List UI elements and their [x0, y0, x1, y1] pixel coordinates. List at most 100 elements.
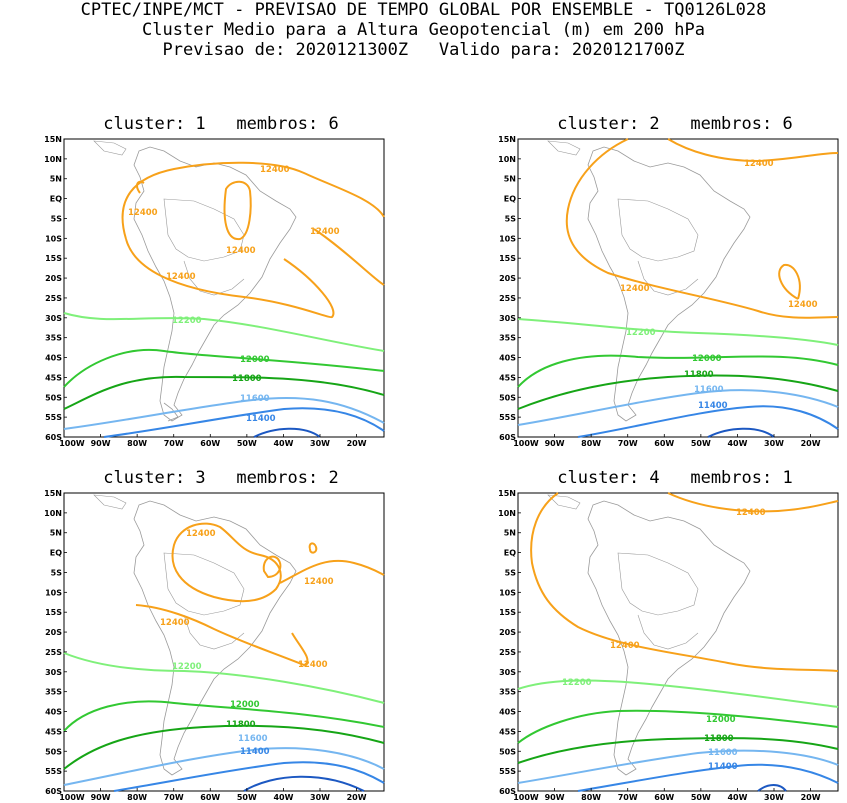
contour-label: 12200	[172, 662, 202, 672]
lat-tick-label: 35S	[499, 688, 516, 697]
contour-12400	[135, 604, 309, 667]
lat-tick-label: 45S	[499, 373, 516, 382]
contour-11600	[517, 389, 839, 426]
contour-11600	[517, 749, 839, 784]
lon-tick-label: 90W	[91, 793, 111, 802]
lon-tick-label: 80W	[127, 793, 147, 802]
map-frame	[63, 492, 385, 792]
lon-tick-label: 20W	[801, 793, 821, 802]
contour-12400	[667, 138, 839, 163]
lat-tick-label: 5N	[50, 529, 62, 538]
lon-tick-label: 90W	[91, 439, 111, 448]
lat-tick-label: 35S	[45, 688, 62, 697]
lon-tick-label: 70W	[164, 439, 184, 448]
lat-tick-label: 45S	[45, 727, 62, 736]
lat-axis: 15N 10N 5N EQ 5S 10S 15S 20S 25S 30S 35S 40S 45S 50S 5…	[498, 135, 521, 442]
panel-title: cluster: 2 membros: 6	[557, 114, 793, 134]
lat-tick-label: 50S	[499, 393, 516, 402]
lat-tick-label: 60S	[499, 433, 516, 442]
contour-label: 12400	[304, 577, 334, 587]
contour-label: 12000	[692, 354, 722, 364]
contour-11400	[113, 761, 385, 792]
lat-tick-label: 25S	[45, 294, 62, 303]
map-frame	[517, 492, 839, 792]
lat-tick-label: 10N	[44, 509, 62, 518]
lat-tick-label: 30S	[45, 668, 62, 677]
lon-tick-label: 50W	[237, 439, 257, 448]
contour-11400	[577, 405, 839, 438]
contour-12400	[313, 228, 385, 286]
contour-11800	[63, 375, 385, 410]
contour-11800	[517, 374, 839, 410]
coastline	[547, 140, 751, 422]
contour-11800	[517, 737, 839, 764]
lon-tick-label: 100W	[513, 439, 539, 448]
contour-label: 12400	[610, 641, 640, 651]
lon-tick-label: 80W	[127, 439, 147, 448]
contour-label: 12400	[160, 618, 190, 628]
map-plot: 12400 12400 12200 12000 11800 11600 1140…	[498, 489, 839, 802]
panel-cluster-1: cluster: 1 membros: 6	[44, 113, 385, 448]
contour-label: 12400	[788, 300, 818, 310]
contour-label: 11400	[708, 762, 738, 772]
lon-tick-label: 60W	[654, 793, 674, 802]
lat-tick-label: EQ	[50, 549, 62, 558]
contours	[565, 138, 839, 319]
contour-12000	[63, 700, 385, 732]
lon-tick-label: 70W	[618, 439, 638, 448]
lon-tick-label: 50W	[237, 793, 257, 802]
panel-title: cluster: 1 membros: 6	[103, 114, 339, 134]
lon-tick-label: 50W	[691, 793, 711, 802]
lat-tick-label: 20S	[499, 628, 516, 637]
contour-12400	[262, 555, 282, 579]
contour-label: 12200	[172, 316, 202, 326]
lat-tick-label: 50S	[45, 747, 62, 756]
contour-label: 11400	[698, 401, 728, 411]
contour-11200	[243, 775, 365, 792]
lon-axis: 100W 90W 80W 70W 60W 50W 40W 30W 20W	[59, 434, 367, 448]
lat-tick-label: 20S	[45, 274, 62, 283]
lat-tick-label: 50S	[45, 393, 62, 402]
lat-tick-label: 60S	[45, 433, 62, 442]
lon-tick-label: 30W	[310, 793, 330, 802]
lat-tick-label: 10S	[45, 588, 62, 597]
lon-tick-label: 30W	[764, 793, 784, 802]
lat-tick-label: 5S	[51, 568, 63, 577]
contour-11200	[253, 427, 321, 438]
contour-12400	[667, 492, 839, 513]
lat-tick-label: EQ	[504, 195, 516, 204]
lon-tick-label: 40W	[727, 793, 747, 802]
lat-tick-label: 15N	[498, 489, 516, 498]
lat-tick-label: 40S	[45, 708, 62, 717]
contour-12400	[223, 180, 252, 241]
coastline	[547, 494, 751, 776]
contour-11800	[63, 724, 385, 770]
contour-label: 12000	[706, 715, 736, 725]
lat-tick-label: 25S	[499, 648, 516, 657]
lon-tick-label: 70W	[618, 793, 638, 802]
lon-tick-label: 80W	[581, 793, 601, 802]
contour-label: 11600	[708, 748, 738, 758]
contour-12200	[63, 652, 385, 704]
lon-tick-label: 20W	[347, 793, 367, 802]
lon-tick-label: 60W	[200, 439, 220, 448]
lat-tick-label: 15N	[498, 135, 516, 144]
lon-tick-label: 100W	[59, 793, 85, 802]
contour-label: 11400	[246, 414, 276, 424]
map-plot: 12400 12400 12400 12200 12000 11800 1160…	[498, 135, 839, 448]
contour-label: 11800	[684, 370, 714, 380]
lat-tick-label: 10S	[499, 588, 516, 597]
contour-11600	[63, 396, 385, 430]
lat-axis: 15N 10N 5N EQ 5S 10S 15S 20S 25S 30S 35S 40S 45S 50S 5…	[44, 135, 67, 442]
lat-tick-label: 15S	[499, 608, 516, 617]
lat-tick-label: 45S	[499, 727, 516, 736]
lat-tick-label: 20S	[499, 274, 516, 283]
lat-tick-label: EQ	[504, 549, 516, 558]
lon-tick-label: 40W	[273, 793, 293, 802]
map-frame	[517, 138, 839, 438]
contour-12000	[517, 354, 839, 388]
contour-label: 11600	[238, 734, 268, 744]
map-frame	[63, 138, 385, 438]
contour-labels: 12400 12400 12400 12400 12400 12200 1200…	[128, 165, 340, 424]
lat-axis: 15N 10N 5N EQ 5S 10S 15S 20S 25S 30S 35S 40S 45S 50S 5…	[498, 489, 521, 796]
